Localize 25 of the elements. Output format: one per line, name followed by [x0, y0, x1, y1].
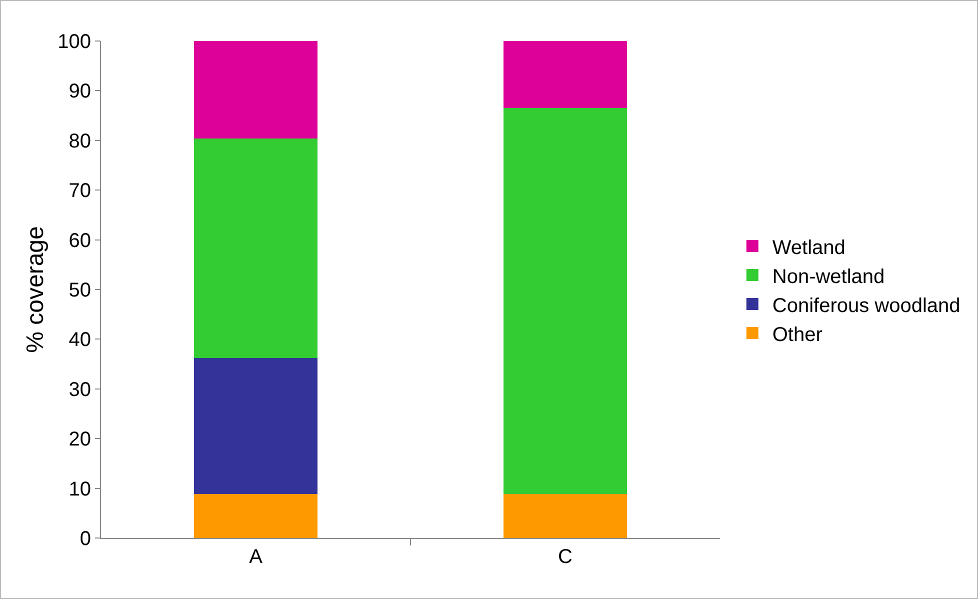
x-tick-label: C [558, 546, 572, 568]
y-tick-label: 10 [68, 478, 91, 500]
bar [503, 108, 628, 494]
legend-label: Coniferous woodland [772, 294, 960, 317]
y-tick-label: 80 [68, 130, 91, 152]
bar [503, 494, 628, 538]
bar [194, 41, 318, 138]
y-tick-label: 20 [68, 428, 91, 451]
y-tick-label: 60 [68, 230, 91, 252]
y-tick-label: 40 [68, 329, 91, 352]
legend-label: Non-wetland [772, 266, 885, 288]
y-tick-label: 70 [68, 180, 91, 202]
y-tick-label: 0 [80, 528, 91, 550]
y-tick-label: 50 [68, 280, 91, 302]
bar [194, 358, 318, 494]
y-tick-label: 100 [58, 31, 91, 53]
bar [194, 494, 318, 538]
y-axis-title: % coverage [22, 226, 49, 353]
y-tick-label: 90 [68, 80, 91, 103]
bar [503, 41, 628, 108]
y-tick-label: 30 [68, 378, 91, 401]
bar [194, 138, 318, 358]
legend-label: Other [772, 324, 823, 346]
legend-label: Wetland [772, 236, 846, 259]
x-tick-label: A [249, 546, 264, 568]
